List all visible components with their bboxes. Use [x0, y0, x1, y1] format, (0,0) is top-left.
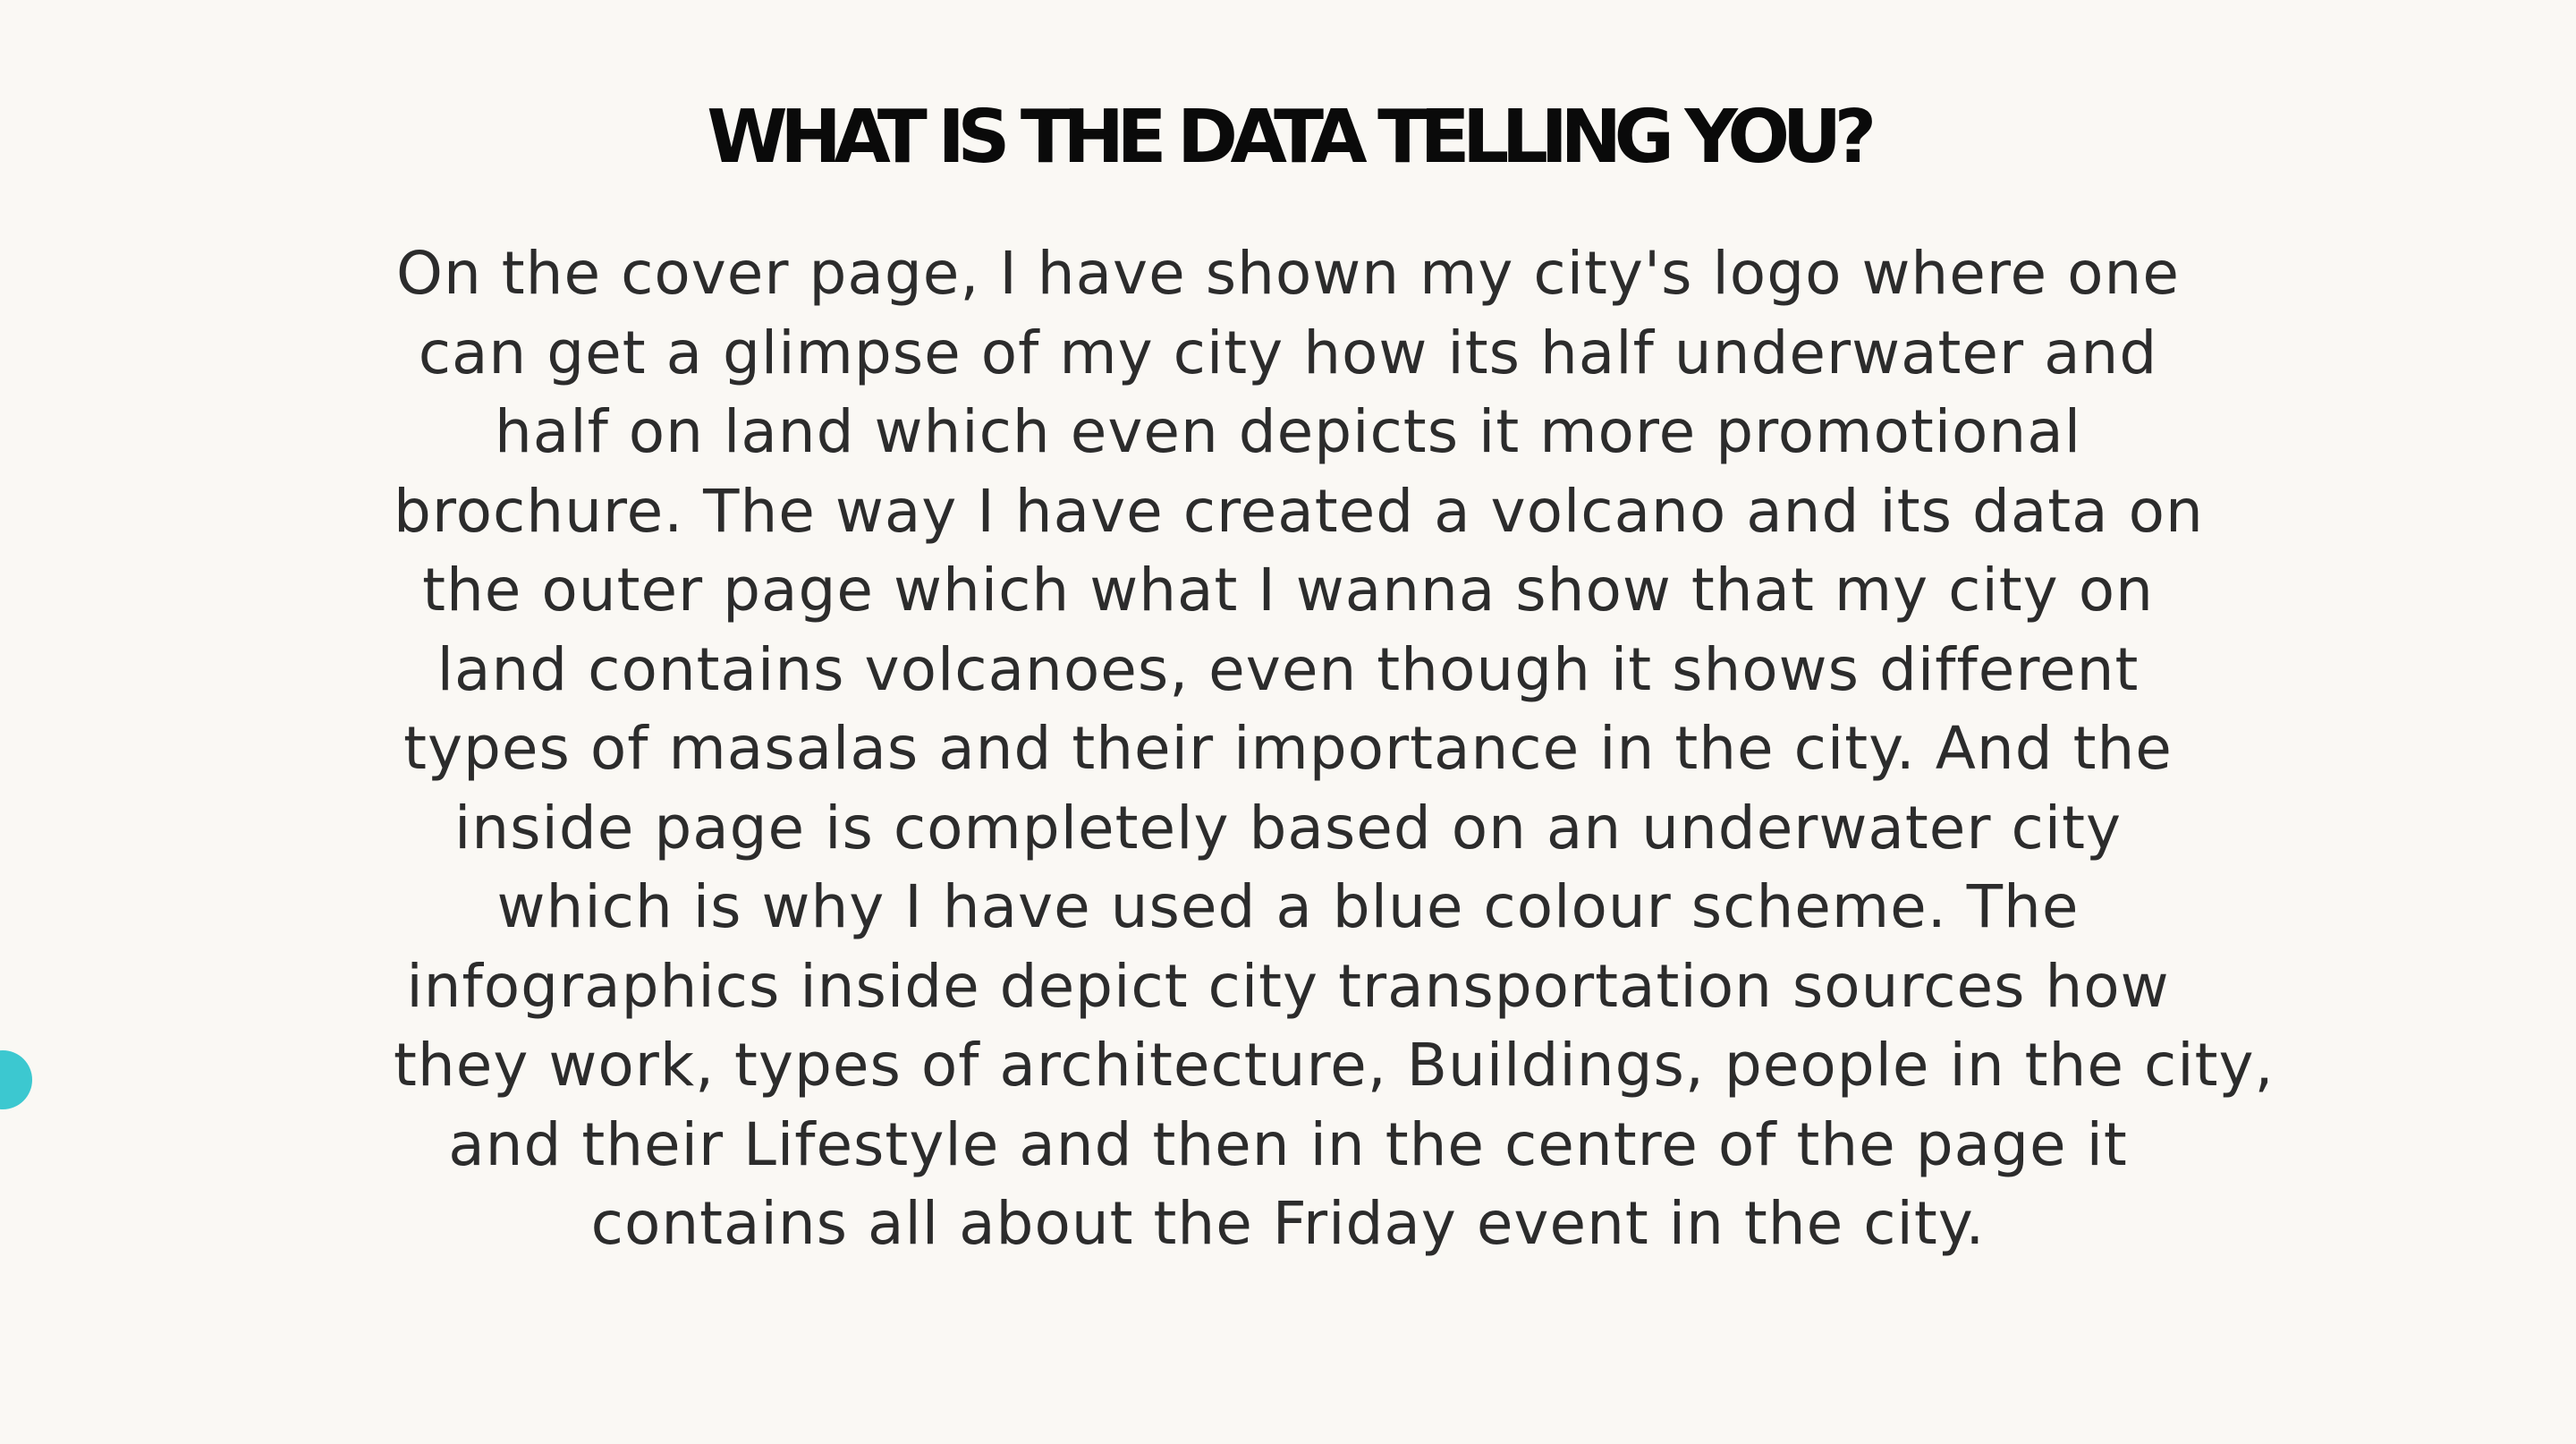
body-line: the outer page which what I wanna show t… [422, 556, 2154, 624]
body-line: can get a glimpse of my city how its hal… [418, 318, 2158, 387]
slide-body-text: On the cover page, I have shown my city'… [394, 234, 2275, 1264]
slide-heading: WHAT IS THE DATA TELLING YOU? [707, 95, 1877, 180]
body-line: brochure. The way I have created a volca… [394, 476, 2204, 546]
body-line: On the cover page, I have shown my city'… [396, 239, 2180, 308]
body-line: they work, types of architecture, Buildi… [394, 1031, 2275, 1100]
body-line: half on land which even depicts it more … [494, 397, 2082, 466]
body-line: and their Lifestyle and then in the cent… [448, 1109, 2128, 1179]
body-line: land contains volcanoes, even though it … [436, 634, 2140, 704]
body-line: infographics inside depict city transpor… [406, 951, 2170, 1021]
accent-dot [0, 1050, 32, 1109]
body-line: types of masalas and their importance in… [403, 714, 2173, 783]
body-line: contains all about the Friday event in t… [590, 1189, 1986, 1258]
body-line: inside page is completely based on an un… [453, 793, 2123, 862]
body-line: which is why I have used a blue colour s… [496, 872, 2080, 941]
